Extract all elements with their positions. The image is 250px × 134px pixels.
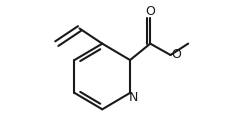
Text: O: O: [145, 5, 155, 18]
Text: O: O: [171, 48, 181, 61]
Text: N: N: [128, 91, 138, 104]
